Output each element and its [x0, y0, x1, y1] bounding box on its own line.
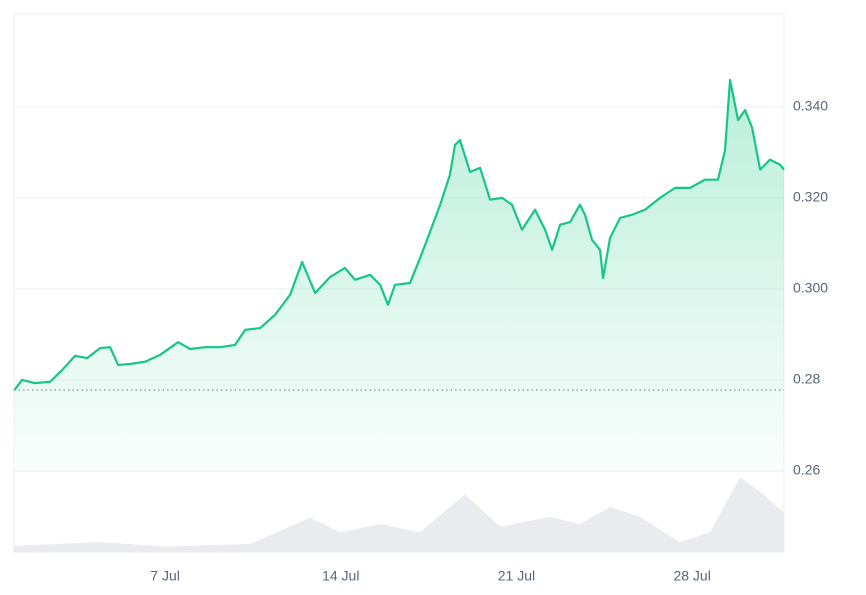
volume-area	[14, 477, 785, 552]
x-tick-label: 21 Jul	[498, 568, 535, 584]
x-tick-label: 14 Jul	[322, 568, 359, 584]
y-tick-label: 0.300	[793, 280, 828, 296]
y-tick-label: 0.340	[793, 98, 828, 114]
x-tick-label: 7 Jul	[150, 568, 180, 584]
y-tick-label: 0.28	[793, 371, 820, 387]
price-line	[13, 78, 785, 391]
x-tick-label: 28 Jul	[673, 568, 710, 584]
y-tick-label: 0.320	[793, 189, 828, 205]
y-tick-label: 0.26	[793, 462, 820, 478]
price-area	[14, 79, 785, 473]
